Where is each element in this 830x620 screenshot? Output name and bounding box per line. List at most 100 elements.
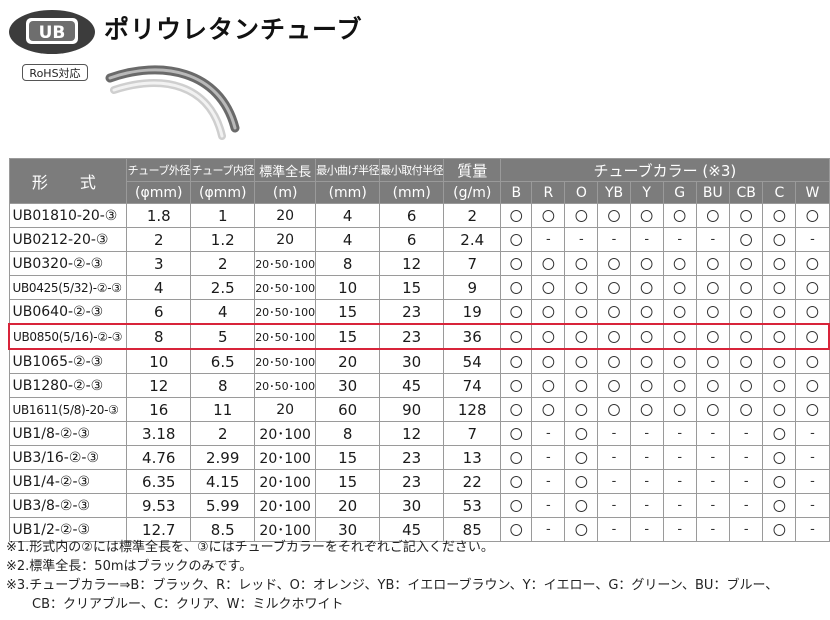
header-color-cb: CB [729,181,764,204]
cell-id: 5 [190,323,256,350]
cell-color-g: 〇 [662,373,697,398]
cell-bend: 10 [315,275,381,300]
cell-color-cb: 〇 [729,299,764,325]
table-row: UB1/8-②-③ 3.18 2 20･100 8 12 7 〇 - 〇 - - - - - 〇 - [8,421,830,446]
header-color-b: B [500,181,533,204]
cell-mount: 12 [379,251,445,276]
cell-color-y: - [629,493,664,518]
cell-color-w: - [795,469,830,494]
cell-bend: 15 [315,469,381,494]
cell-od: 6.35 [126,469,192,494]
cell-model: UB1/8-②-③ [8,421,128,446]
cell-color-y: 〇 [629,275,664,300]
cell-color-b: 〇 [500,323,533,350]
cell-color-cb: 〇 [729,397,764,422]
header-color-g: G [662,181,697,204]
rohs-badge: RoHS対応 [22,64,88,81]
cell-color-o: 〇 [564,517,599,542]
cell-length: 20･100 [254,469,317,494]
cell-model: UB1/4-②-③ [8,469,128,494]
cell-id: 5.99 [190,493,256,518]
table-row: UB0212-20-③ 2 1.2 20 4 6 2.4 〇 - - - - - - 〇〇 - [8,227,830,252]
header-color-c: C [762,181,797,204]
table-row: UB1/4-②-③ 6.35 4.15 20･100 15 23 22 〇 - 〇 - - - - - 〇 - [8,469,830,494]
cell-bend: 15 [315,299,381,325]
cell-color-c: 〇 [762,275,797,300]
cell-mount: 45 [379,517,445,542]
table-row: UB0850(5/16)-②-③ 8 5 20･50･100 15 23 36 〇〇〇〇〇〇〇… [8,323,830,350]
cell-color-w: - [795,421,830,446]
cell-color-cb: 〇 [729,251,764,276]
cell-id: 2.99 [190,445,256,470]
cell-color-cb: - [729,445,764,470]
cell-color-r: - [531,445,566,470]
cell-mount: 23 [379,445,445,470]
cell-od: 16 [126,397,192,422]
cell-id: 2 [190,421,256,446]
cell-color-yb: - [597,421,631,446]
cell-color-b: 〇 [500,445,533,470]
cell-color-y: - [629,517,664,542]
cell-bend: 8 [315,421,381,446]
cell-bend: 15 [315,445,381,470]
table-row: UB3/16-②-③ 4.76 2.99 20･100 15 23 13 〇 - 〇 - - - - - 〇 - [8,445,830,470]
cell-color-cb: - [729,493,764,518]
cell-color-bu: 〇 [695,251,731,276]
cell-color-cb: - [729,469,764,494]
cell-color-yb: 〇 [597,275,631,300]
cell-color-yb: 〇 [597,348,631,374]
footnotes: ※1.形式内の②には標準全長を、③にはチューブカラーをそれぞれご記入ください。 … [6,538,826,614]
unit-od: (φmm) [126,181,192,204]
cell-color-bu: 〇 [695,299,731,325]
cell-bend: 20 [315,493,381,518]
cell-color-g: - [662,445,697,470]
cell-color-b: 〇 [500,373,533,398]
cell-mass: 7 [443,421,502,446]
cell-color-b: 〇 [500,251,533,276]
cell-length: 20 [254,203,317,228]
cell-color-cb: 〇 [729,323,764,350]
cell-mass: 2 [443,203,502,228]
cell-color-y: 〇 [629,299,664,325]
cell-length: 20･100 [254,421,317,446]
cell-id: 2.5 [190,275,256,300]
header-color-w: W [795,181,830,204]
cell-color-o: 〇 [564,445,599,470]
cell-mount: 6 [379,203,445,228]
cell-color-cb: 〇 [729,227,764,252]
cell-length: 20･100 [254,517,317,542]
cell-bend: 30 [315,517,381,542]
cell-bend: 30 [315,373,381,398]
cell-color-bu: 〇 [695,275,731,300]
cell-color-bu: - [695,469,731,494]
cell-id: 11 [190,397,256,422]
cell-color-bu: - [695,445,731,470]
cell-mount: 12 [379,421,445,446]
cell-color-g: 〇 [662,397,697,422]
cell-color-c: 〇 [762,348,797,374]
unit-length: (m) [254,181,317,204]
header-color-yb: YB [597,181,631,204]
cell-od: 4.76 [126,445,192,470]
cell-color-w: 〇 [795,348,830,374]
cell-color-yb: - [597,227,631,252]
cell-color-r: 〇 [531,373,566,398]
cell-length: 20･50･100 [254,348,317,374]
cell-mount: 90 [379,397,445,422]
cell-color-yb: - [597,445,631,470]
cell-mass: 9 [443,275,502,300]
cell-color-r: 〇 [531,323,566,350]
header-id: チューブ内径 [190,158,256,182]
cell-color-b: 〇 [500,299,533,325]
cell-color-cb: 〇 [729,373,764,398]
cell-model: UB0212-20-③ [8,227,128,252]
cell-model: UB1280-②-③ [8,373,128,398]
cell-color-bu: 〇 [695,373,731,398]
cell-length: 20 [254,397,317,422]
cell-color-bu: 〇 [695,397,731,422]
cell-color-c: 〇 [762,397,797,422]
table-row: UB0640-②-③ 6 4 20･50･100 15 23 19 〇〇〇〇〇〇〇〇〇〇 [8,299,830,325]
cell-color-r: 〇 [531,203,566,228]
cell-length: 20･50･100 [254,299,317,325]
cell-color-g: - [662,421,697,446]
